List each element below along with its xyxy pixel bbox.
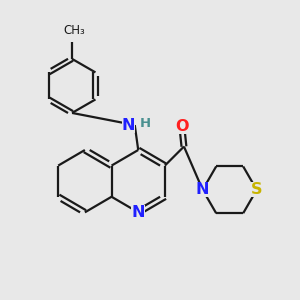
Text: N: N <box>122 118 135 133</box>
Text: S: S <box>251 182 262 197</box>
Text: CH₃: CH₃ <box>63 24 85 38</box>
Text: N: N <box>131 205 145 220</box>
Text: O: O <box>176 119 189 134</box>
Text: N: N <box>196 182 209 197</box>
Text: H: H <box>140 117 151 130</box>
